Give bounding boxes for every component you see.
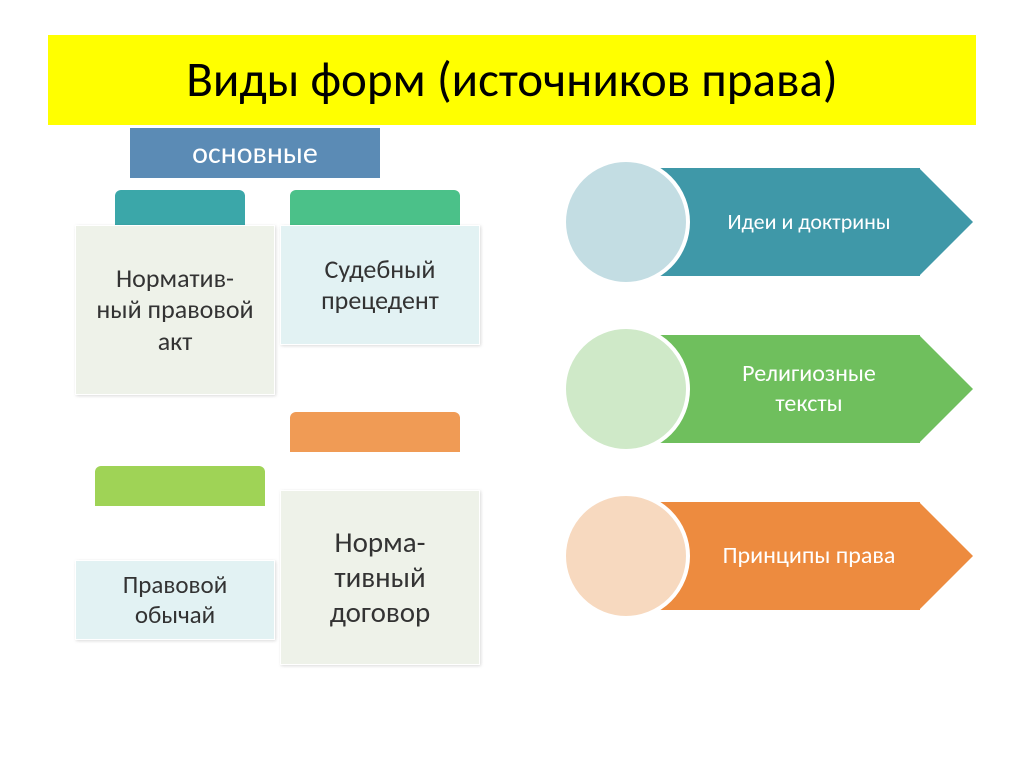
circle-orange — [562, 492, 690, 620]
circle-green — [562, 325, 690, 453]
card-obychay: Правовой обычай — [75, 560, 275, 640]
circle-teal — [562, 158, 690, 286]
card-dogovor: Норма-тивный договор — [280, 490, 480, 665]
tab-orange — [290, 412, 460, 452]
arrow-principles: Принципы права — [660, 502, 920, 610]
slide: Виды форм (источников права) основные Но… — [0, 0, 1024, 768]
card-normativ-act: Норматив-ный правовой акт — [75, 225, 275, 395]
arrow-religion: Религиозные тексты — [660, 335, 920, 443]
tag-main: основные — [130, 128, 380, 178]
arrow-ideas: Идеи и доктрины — [660, 168, 920, 276]
tab-lime — [95, 466, 265, 506]
page-title: Виды форм (источников права) — [48, 35, 976, 125]
card-precedent: Судебный прецедент — [280, 225, 480, 345]
